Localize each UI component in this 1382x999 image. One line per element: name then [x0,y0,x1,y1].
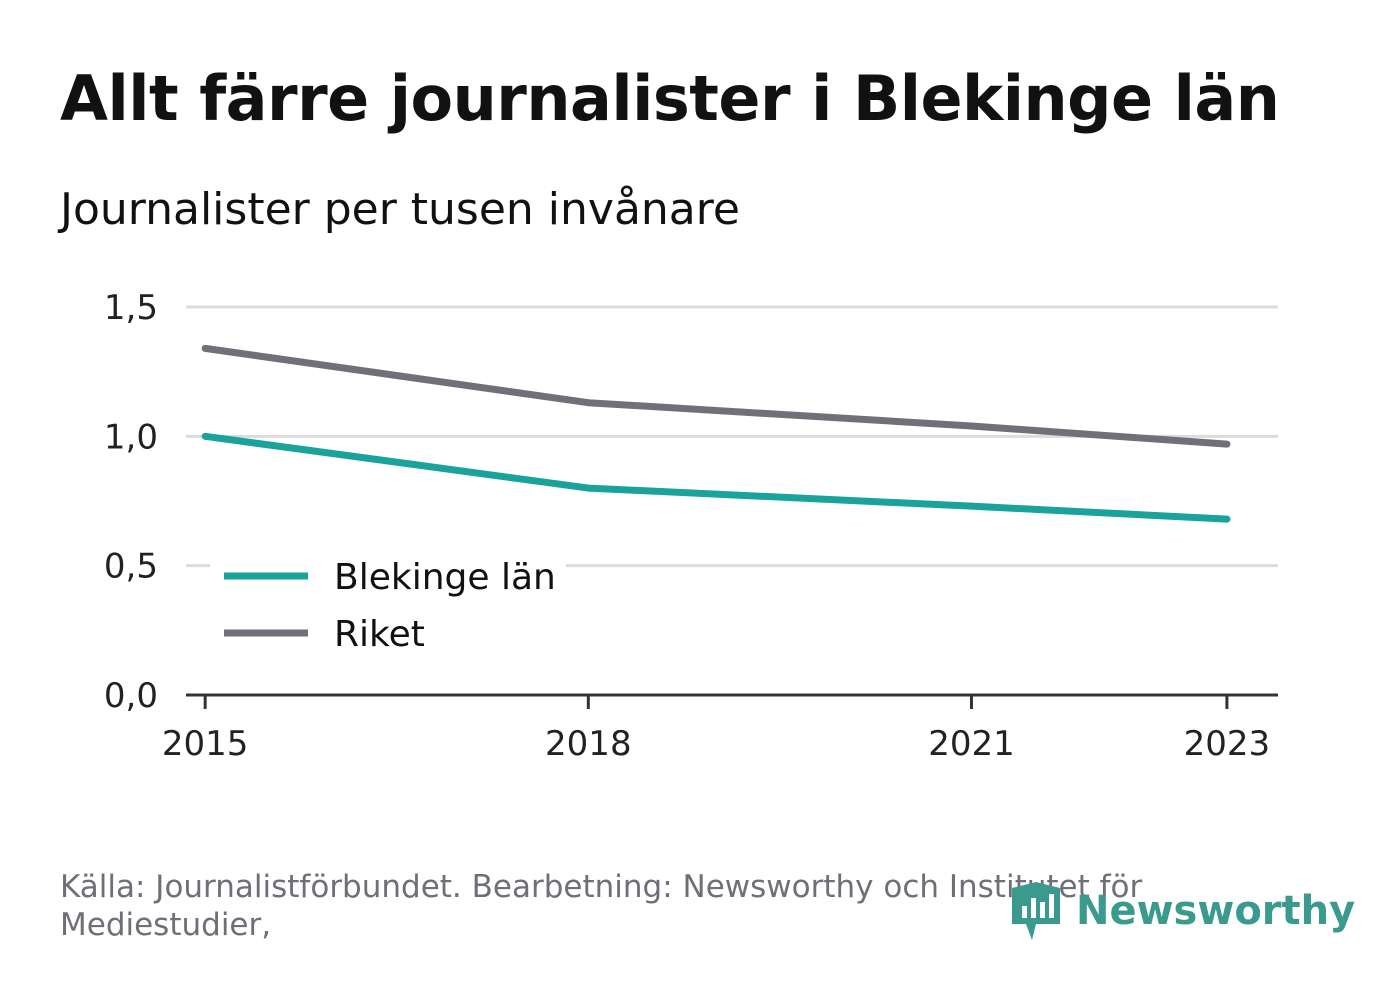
chart-subtitle: Journalister per tusen invånare [60,184,740,235]
source-note: Källa: Journalistförbundet. Bearbetning:… [60,869,1143,943]
y-tick-label: 0,5 [104,547,158,587]
x-tick-label: 2015 [162,724,249,764]
series-line-blekinge-ln [204,432,1228,523]
chart-title: Allt färre journalister i Blekinge län [60,62,1280,135]
series-line-riket [204,344,1228,448]
y-tick-label: 1,0 [104,417,158,457]
newsworthy-logo-icon [1012,882,1060,940]
data-point-blekinge-ln [967,502,975,510]
data-point-blekinge-ln [584,484,592,492]
newsworthy-logo: Newsworthy [1010,880,1355,942]
y-tick-label: 1,5 [104,288,158,328]
legend-label: Riket [334,614,425,655]
x-tick-label: 2023 [1184,724,1271,764]
data-point-blekinge-ln [201,432,209,440]
x-tick-label: 2021 [928,724,1015,764]
logo-text: Newsworthy [1076,888,1356,934]
y-tick-label: 0,0 [104,676,158,716]
data-point-riket [201,344,209,352]
data-point-blekinge-ln [1223,515,1231,523]
data-point-riket [584,399,592,407]
data-point-riket [1223,440,1231,448]
legend-background [210,548,566,668]
data-point-riket [967,422,975,430]
x-tick-label: 2018 [545,724,632,764]
legend-label: Blekinge län [334,557,556,598]
